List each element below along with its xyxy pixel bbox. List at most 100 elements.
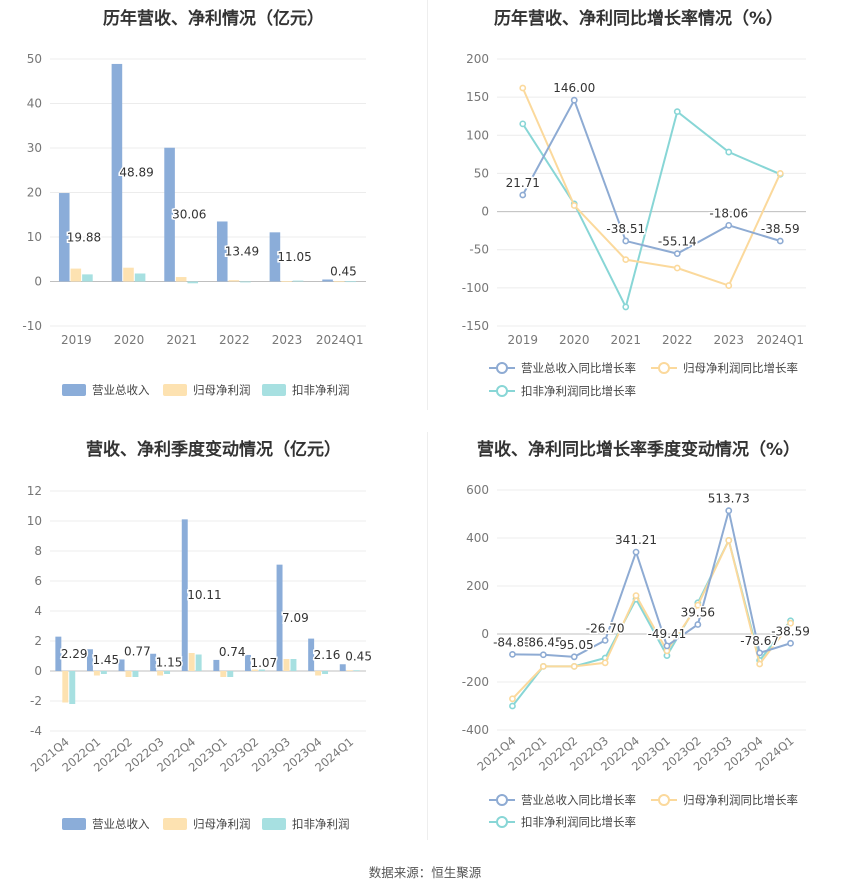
bar-deducted <box>100 671 107 674</box>
legend-label: 归母净利润 <box>193 817 251 831</box>
x-tick-label: 2019 <box>61 333 92 347</box>
bar-deducted <box>69 671 76 704</box>
line-data-label: 513.73 <box>708 492 750 506</box>
legend-revenue[interactable]: 营业总收入 <box>62 816 150 832</box>
legend-deducted[interactable]: 扣非净利润 <box>262 816 350 832</box>
y-tick-label: -150 <box>462 319 489 333</box>
legend-np-growth[interactable]: 归母净利润同比增长率 <box>651 360 798 376</box>
y-tick-label: -200 <box>462 675 489 689</box>
bar-deducted <box>290 659 297 671</box>
legend-np-growth[interactable]: 归母净利润同比增长率 <box>651 792 798 808</box>
legend-revenue[interactable]: 营业总收入 <box>62 382 150 398</box>
legend-netprofit[interactable]: 归母净利润 <box>163 816 251 832</box>
line-data-label: -38.51 <box>606 222 645 236</box>
data-point <box>519 120 527 128</box>
annual-line-chart: -150 -100 -50 0 50 100 150 200 2019 2020 2021 2022 2… <box>462 52 806 347</box>
y-tick-label: 2 <box>34 634 42 648</box>
line-data-label: -78.67 <box>740 634 779 648</box>
bar-netprofit <box>125 671 132 677</box>
data-point <box>725 537 733 544</box>
data-point <box>725 148 733 156</box>
line-data-label: 341.21 <box>615 533 657 547</box>
data-point <box>570 653 578 661</box>
deducted-swatch <box>262 384 286 396</box>
y-tick-label: -50 <box>469 243 489 257</box>
quarter-line-chart: -400-20002004006002021Q42022Q12022Q22022… <box>462 483 812 774</box>
bar-deducted <box>292 280 304 282</box>
bar-netprofit <box>175 277 187 282</box>
annual-line-panel: 历年营收、净利同比增长率情况（%） -150 -100 -50 0 50 100 150 20… <box>427 0 850 410</box>
y-tick-label: 0 <box>481 205 489 219</box>
data-point <box>787 619 794 627</box>
legend-dd-growth[interactable]: 扣非净利润同比增长率 <box>489 814 636 830</box>
x-tick-label: 2020 <box>559 333 590 347</box>
legend-rev-growth[interactable]: 营业总收入同比增长率 <box>489 792 636 808</box>
rev-growth-swatch <box>489 362 515 374</box>
netprofit-swatch <box>163 384 187 396</box>
line-data-label: -38.59 <box>761 222 800 236</box>
legend-label: 扣非净利润同比增长率 <box>521 384 636 398</box>
line-data-label: -55.14 <box>658 235 697 249</box>
bar-data-label: 0.45 <box>345 649 372 663</box>
data-point <box>570 96 578 104</box>
y-tick-label: 400 <box>466 531 489 545</box>
bar-revenue <box>164 147 175 282</box>
data-point <box>509 695 516 703</box>
series-line-deducted <box>521 109 781 310</box>
y-tick-label: 0 <box>481 627 489 641</box>
annual-bar-panel: 历年营收、净利情况（亿元） -10 0 10 20 30 40 50 2019 2020 2021… <box>0 0 427 410</box>
data-point <box>601 659 609 667</box>
bar-deducted <box>195 654 202 671</box>
data-point <box>673 108 681 116</box>
data-point <box>694 601 702 609</box>
bar-deducted <box>353 670 360 672</box>
bar-revenue <box>111 63 123 282</box>
data-point <box>673 264 681 272</box>
x-tick-label: 2022 <box>662 333 693 347</box>
series-line-revenue <box>512 510 791 658</box>
y-tick-label: 0 <box>34 275 42 289</box>
y-tick-label: -2 <box>30 694 42 708</box>
bar-data-label: 0.45 <box>330 264 357 278</box>
legend-deducted[interactable]: 扣非净利润 <box>262 382 350 398</box>
bar-revenue <box>86 649 93 671</box>
data-point <box>632 592 640 599</box>
data-point <box>622 237 630 245</box>
y-tick-label: 100 <box>466 128 489 142</box>
bar-revenue <box>118 659 125 671</box>
x-tick-label: 2023 <box>713 333 744 347</box>
y-tick-label: 50 <box>474 166 489 180</box>
bar-revenue <box>269 232 281 282</box>
dd-growth-swatch <box>489 816 515 828</box>
line-data-label: -95.05 <box>555 638 594 652</box>
data-point <box>756 649 764 657</box>
bar-netprofit <box>62 671 69 703</box>
bar-deducted <box>345 281 357 283</box>
line-data-label: 146.00 <box>553 81 595 95</box>
bar-data-label: 1.15 <box>156 655 183 669</box>
bar-netprofit <box>333 281 345 283</box>
data-point <box>519 191 527 199</box>
data-point <box>570 662 578 670</box>
bar-deducted <box>132 671 139 677</box>
y-tick-label: 30 <box>27 141 42 155</box>
legend-label: 营业总收入 <box>92 817 150 831</box>
y-tick-label: 8 <box>34 544 42 558</box>
bar-netprofit <box>70 268 82 282</box>
annual-bar-title: 历年营收、净利情况（亿元） <box>103 9 324 29</box>
bar-revenue <box>216 221 228 282</box>
legend-rev-growth[interactable]: 营业总收入同比增长率 <box>489 360 636 376</box>
bar-data-label: 7.09 <box>282 611 309 625</box>
y-tick-label: 6 <box>34 574 42 588</box>
legend-netprofit[interactable]: 归母净利润 <box>163 382 251 398</box>
bar-revenue <box>181 519 188 671</box>
data-point <box>519 84 527 92</box>
bar-deducted <box>258 669 265 671</box>
bar-deducted <box>134 273 146 282</box>
y-tick-label: 200 <box>466 579 489 593</box>
y-tick-label: -100 <box>462 281 489 295</box>
x-tick-label: 2022 <box>219 333 250 347</box>
bar-netprofit <box>188 653 195 671</box>
legend-label: 扣非净利润 <box>292 383 350 397</box>
legend-dd-growth[interactable]: 扣非净利润同比增长率 <box>489 383 636 399</box>
